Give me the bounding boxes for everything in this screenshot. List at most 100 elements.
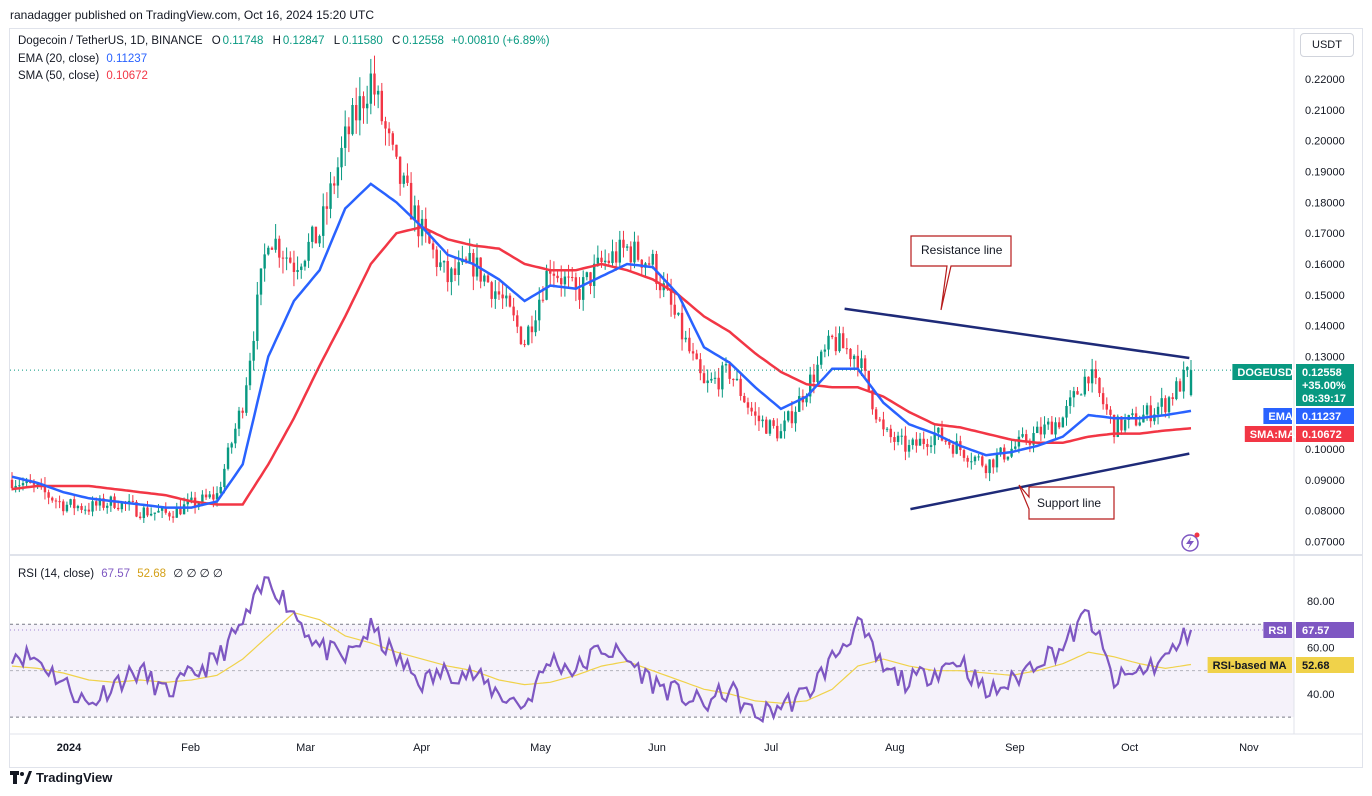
candle-body — [1186, 367, 1189, 370]
candle-body — [358, 96, 362, 121]
candle-body — [1032, 433, 1035, 445]
open-value: 0.11748 — [222, 35, 264, 47]
ema-badge-text: 0.11237 — [1302, 411, 1341, 423]
ema-legend[interactable]: EMA (20, close) 0.11237 — [18, 53, 148, 65]
candle-body — [966, 457, 969, 462]
candle-body — [1145, 405, 1149, 415]
candle-body — [863, 358, 867, 371]
candle-body — [724, 364, 728, 366]
candle-body — [398, 156, 402, 184]
candle-body — [54, 500, 58, 502]
candle-body — [618, 239, 622, 263]
candle-body — [776, 425, 779, 439]
candle-body — [256, 294, 259, 341]
tradingview-logo-icon — [10, 770, 32, 784]
candle-body — [138, 516, 142, 519]
time-tick-label: Jul — [764, 742, 778, 754]
candle-body — [168, 512, 171, 517]
ema-badge-tag-label: EMA — [1268, 411, 1293, 423]
candle-body — [710, 378, 713, 381]
candle-body — [933, 432, 936, 446]
symbol-legend[interactable]: Dogecoin / TetherUS, 1D, BINANCE O 0.1174… — [18, 35, 550, 47]
candle-body — [970, 461, 973, 463]
candle-body — [878, 419, 881, 421]
candle-body — [391, 133, 394, 145]
candle-body — [274, 238, 277, 250]
candle-body — [1025, 434, 1028, 443]
candle-body — [490, 282, 493, 299]
candle-body — [735, 378, 739, 381]
candle-body — [325, 206, 329, 209]
candle-body — [267, 247, 270, 255]
candle-body — [237, 410, 241, 429]
candle-body — [680, 312, 684, 340]
candle-body — [497, 291, 501, 295]
tradingview-logo[interactable]: TradingView — [10, 770, 112, 785]
ema-20-line — [11, 182, 1192, 509]
candle-body — [516, 315, 519, 327]
candle-body — [384, 121, 387, 129]
candle-body — [1006, 456, 1010, 460]
time-tick-label: Sep — [1005, 742, 1025, 754]
candle-body — [589, 272, 592, 286]
candle-body — [292, 262, 296, 272]
candle-body — [948, 441, 951, 445]
candle-body — [787, 411, 790, 421]
rsi-tick-label: 40.00 — [1307, 689, 1335, 701]
candle-body — [417, 205, 420, 237]
rsi-legend-value: 67.57 — [101, 568, 131, 580]
lightning-bolt-icon — [1186, 537, 1194, 549]
candle-body — [691, 351, 695, 354]
rsi-badge-tag-label: RSI — [1268, 625, 1286, 637]
candle-body — [160, 507, 164, 511]
price-badge-text: +35.00% — [1302, 380, 1346, 392]
candle-body — [882, 419, 885, 430]
ema-badge-tag — [1263, 408, 1292, 424]
candle-body — [519, 326, 523, 345]
sma-badge-text: 0.10672 — [1302, 429, 1342, 441]
rsi-tick-label: 80.00 — [1307, 596, 1335, 608]
candle-body — [549, 270, 552, 274]
price-tick-label: 0.07000 — [1305, 536, 1345, 548]
candle-body — [827, 335, 830, 350]
candle-body — [47, 492, 50, 498]
candle-body — [1138, 422, 1141, 426]
candle-body — [819, 351, 823, 365]
candle-body — [805, 396, 808, 403]
currency-button[interactable]: USDT — [1300, 33, 1354, 57]
candle-body — [76, 506, 80, 509]
candle-body — [1054, 422, 1057, 435]
candle-body — [164, 507, 167, 513]
candle-body — [21, 483, 25, 486]
candle-body — [999, 447, 1002, 455]
candle-body — [977, 456, 980, 458]
candle-body — [131, 500, 135, 502]
price-badge-tag — [1232, 364, 1292, 380]
candle-body — [362, 96, 365, 109]
candle-body — [699, 359, 702, 374]
rsi-ma-legend-value: 52.68 — [137, 568, 167, 580]
candle-body — [1090, 369, 1094, 384]
candle-body — [1028, 442, 1032, 445]
candle-body — [329, 183, 332, 209]
candle-body — [655, 253, 658, 284]
rsi-ma-badge-text: 52.68 — [1302, 660, 1330, 672]
candle-body — [105, 505, 109, 508]
candle-body — [651, 253, 654, 265]
candle-body — [259, 268, 263, 295]
candle-body — [951, 444, 955, 454]
candle-body — [1061, 417, 1065, 428]
resistance-trendline — [844, 307, 1190, 360]
candle-body — [508, 295, 512, 307]
candle-body — [91, 501, 94, 512]
price-tick-label: 0.10000 — [1305, 444, 1345, 456]
price-badge-tag-label: DOGEUSDT — [1237, 367, 1300, 379]
support-trendline — [910, 452, 1190, 511]
candle-body — [560, 278, 563, 285]
time-tick-label: Apr — [413, 742, 430, 754]
candle-body — [1101, 393, 1105, 405]
rsi-legend[interactable]: RSI (14, close) 67.57 52.68 ∅ ∅ ∅ ∅ — [18, 568, 223, 580]
candle-body — [1094, 369, 1098, 378]
sma-legend[interactable]: SMA (50, close) 0.10672 — [18, 70, 148, 82]
